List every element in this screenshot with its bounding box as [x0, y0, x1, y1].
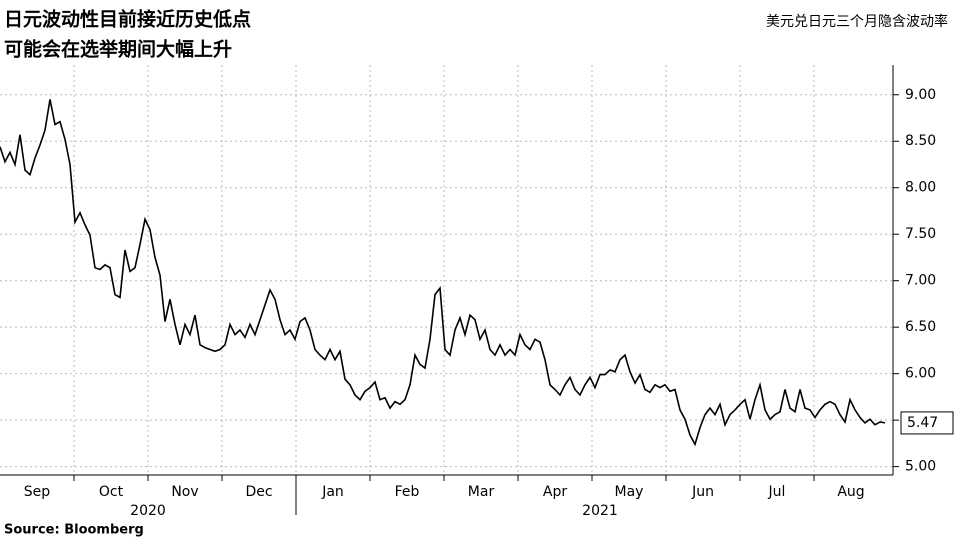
line-series	[0, 99, 886, 447]
x-tick-label: Sep	[24, 484, 51, 500]
year-label: 2021	[582, 503, 618, 519]
x-tick-label: Aug	[837, 484, 864, 500]
chart-subtitle: 美元兑日元三个月隐含波动率	[766, 13, 948, 30]
x-tick-label: Jan	[321, 484, 344, 500]
chart-title: 可能会在选举期间大幅上升	[4, 38, 232, 61]
y-tick-label: 7.00	[905, 273, 936, 289]
y-tick-label: 9.00	[905, 87, 936, 103]
x-tick-label: Apr	[543, 484, 567, 500]
x-tick-label: Mar	[468, 484, 495, 500]
y-tick-label: 8.00	[905, 180, 936, 196]
last-value-label: 5.47	[907, 415, 938, 431]
x-tick-label: Dec	[245, 484, 272, 500]
source: Source: Bloomberg	[4, 523, 144, 538]
x-tick-label: Feb	[395, 484, 420, 500]
y-tick-label: 7.50	[905, 226, 936, 242]
x-tick-label: Jun	[691, 484, 714, 500]
y-tick-label: 8.50	[905, 133, 936, 149]
year-label: 2020	[130, 503, 166, 519]
x-tick-label: Oct	[99, 484, 124, 500]
y-tick-label: 6.00	[905, 366, 936, 382]
x-tick-label: May	[615, 484, 644, 500]
x-tick-label: Nov	[171, 484, 198, 500]
last-value-box	[900, 411, 954, 435]
chart-title: 日元波动性目前接近历史低点	[4, 8, 251, 31]
y-tick-label: 5.00	[905, 459, 936, 475]
y-tick-label: 6.50	[905, 319, 936, 335]
x-tick-label: Jul	[768, 484, 786, 500]
